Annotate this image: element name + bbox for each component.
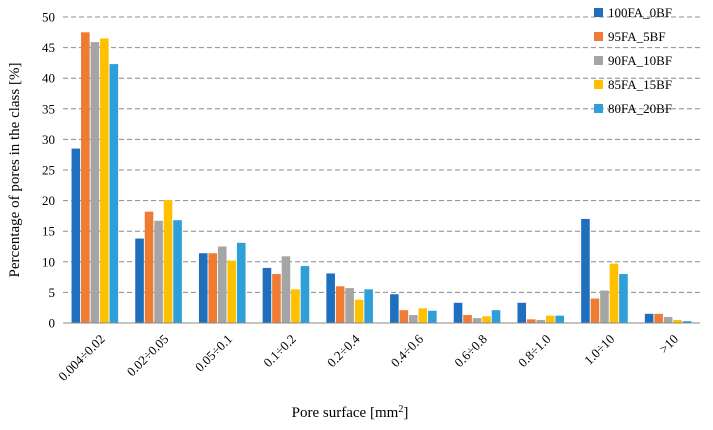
bar	[354, 299, 364, 323]
y-tick-label: 30	[42, 132, 55, 147]
y-tick-label: 50	[42, 10, 55, 25]
bar	[154, 220, 163, 323]
bar	[281, 256, 291, 323]
legend-swatch	[594, 32, 603, 41]
bar	[291, 289, 300, 323]
bar	[418, 308, 428, 323]
legend-label: 100FA_0BF	[608, 5, 672, 20]
y-tick-label: 20	[42, 193, 55, 208]
bar	[644, 313, 654, 323]
bar	[590, 298, 600, 323]
bar	[609, 263, 619, 323]
bar	[335, 286, 345, 323]
legend-swatch	[594, 80, 603, 89]
x-axis-label: Pore surface [mm2]	[292, 404, 409, 422]
bar	[491, 310, 501, 323]
bar	[428, 310, 437, 323]
legend-swatch	[594, 8, 603, 17]
bar	[663, 316, 673, 323]
legend-label: 80FA_20BF	[608, 101, 672, 116]
bar	[173, 220, 182, 323]
legend-swatch	[594, 56, 603, 65]
bar	[581, 218, 590, 323]
bar	[682, 321, 692, 323]
bar	[345, 288, 354, 323]
x-tick-label: >10	[656, 331, 681, 356]
y-tick-label: 45	[42, 40, 55, 55]
bar	[144, 211, 154, 323]
y-tick-label: 15	[42, 224, 55, 239]
bar	[555, 315, 565, 323]
y-tick-label: 40	[42, 71, 55, 86]
x-tick-label: 1.0÷10	[581, 331, 617, 367]
bar	[208, 253, 218, 323]
bar	[536, 319, 546, 323]
bar	[90, 42, 100, 323]
legend-label: 85FA_15BF	[608, 77, 672, 92]
bar	[390, 294, 399, 323]
x-tick-label: 0.02÷0.05	[124, 331, 172, 379]
bar	[673, 319, 682, 323]
bar	[453, 302, 463, 323]
y-tick-label: 10	[42, 254, 55, 269]
bar	[326, 273, 335, 323]
x-tick-label: 0.004÷0.02	[55, 331, 107, 383]
bar	[517, 302, 527, 323]
bar	[135, 238, 144, 323]
bars	[71, 32, 692, 324]
bar	[272, 274, 281, 323]
bar	[81, 32, 90, 324]
bar	[463, 315, 472, 323]
legend-label: 95FA_5BF	[608, 29, 666, 44]
bar	[472, 318, 482, 323]
bar	[619, 274, 628, 323]
bar	[399, 310, 409, 323]
bar	[163, 199, 173, 323]
bar	[262, 267, 272, 323]
y-tick-label: 5	[49, 285, 56, 300]
bar	[100, 38, 109, 324]
x-axis-ticks: 0.004÷0.02 0.02÷0.05 0.05÷0.1 0.1÷0.2 0.2÷0.…	[55, 331, 681, 384]
bar	[71, 148, 81, 323]
bar	[654, 313, 663, 323]
y-axis-ticks: 0 5 10 15 20 25 30 35 40 45 50	[42, 10, 55, 331]
x-tick-label: 0.6÷0.8	[451, 331, 490, 370]
x-tick-label: 0.4÷0.6	[388, 331, 427, 370]
x-tick-label: 0.2÷0.4	[324, 331, 363, 370]
y-tick-label: 25	[42, 163, 55, 178]
bar	[217, 246, 227, 323]
bar	[600, 290, 609, 323]
legend: 100FA_0BF 95FA_5BF 90FA_10BF 85FA_15BF 80FA_…	[594, 5, 672, 116]
bar	[227, 260, 237, 323]
bar	[482, 316, 491, 323]
bar	[526, 319, 536, 323]
bar	[409, 315, 418, 323]
bar	[109, 64, 119, 324]
y-tick-label: 0	[49, 316, 56, 331]
bar	[545, 315, 555, 323]
x-tick-label: 0.05÷0.1	[192, 331, 235, 374]
x-tick-label: 0.8÷1.0	[515, 331, 554, 370]
bar	[364, 289, 373, 323]
y-tick-label: 35	[42, 101, 55, 116]
x-tick-label: 0.1÷0.2	[260, 331, 299, 370]
bar	[236, 242, 246, 323]
legend-label: 90FA_10BF	[608, 53, 672, 68]
bar	[300, 266, 310, 323]
y-axis-label: Percentage of pores in the class [%]	[7, 63, 23, 278]
bar	[198, 253, 208, 323]
legend-swatch	[594, 104, 603, 113]
